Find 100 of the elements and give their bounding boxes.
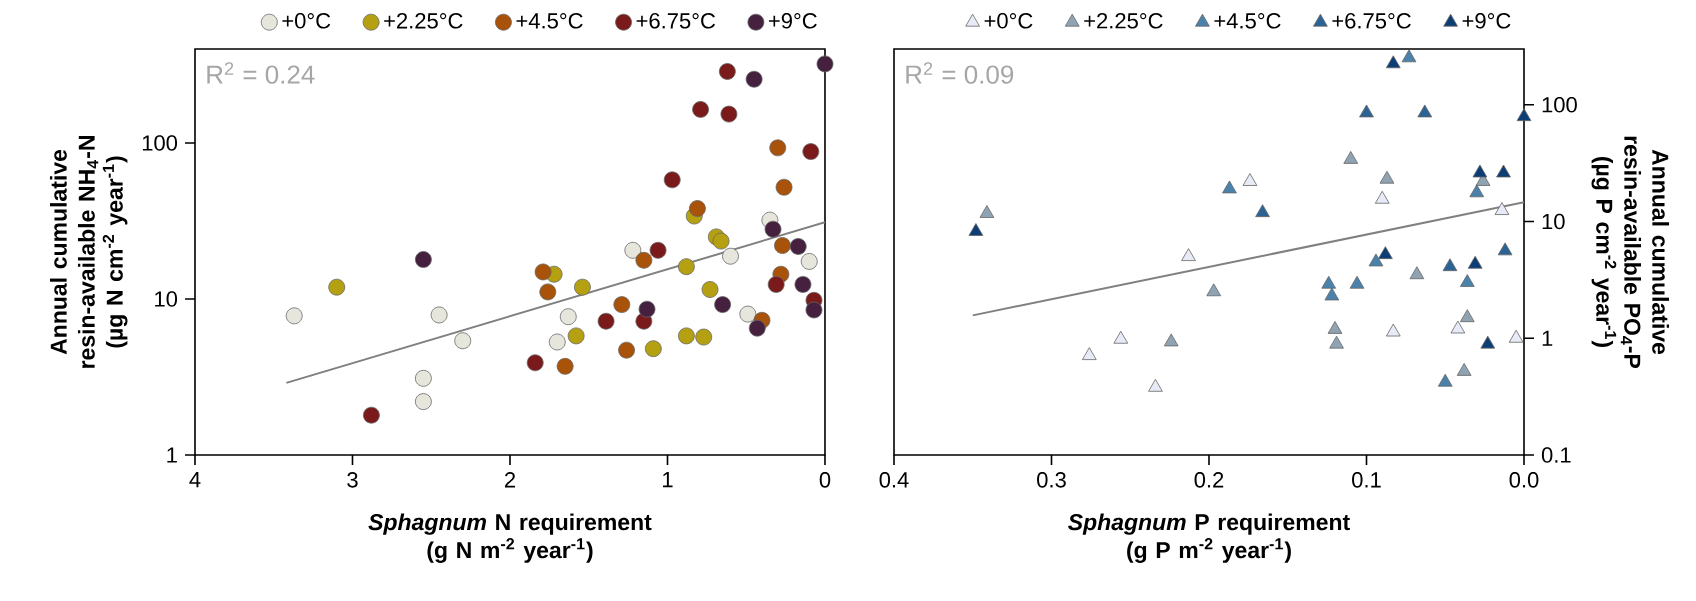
y-tick-label: 100 [1542,96,1577,113]
point [539,283,557,301]
point [800,253,818,270]
x-tick-label: 0.0 [1509,472,1539,488]
point [1163,333,1179,347]
point [644,340,662,358]
point [722,247,739,265]
x-tick-label: 1 [663,472,673,488]
point [597,312,615,330]
y-tick-label: 10 [155,291,178,307]
point [701,281,719,298]
point [414,251,432,268]
point [720,105,738,123]
annotation: R$^{2}$ = 0.24 [207,62,315,84]
point [774,237,791,254]
point [1327,321,1343,334]
x-axis-title: Sphagnum N requirement (g N m$^{-2}$ year$^{-1}$) [368,513,652,563]
point [775,178,793,196]
point [1472,164,1488,178]
legend-label: +2.25°C [1084,13,1163,29]
point [635,251,653,269]
point [567,327,585,345]
point [1385,55,1401,69]
point [1368,253,1384,267]
point [1496,164,1511,178]
point [794,275,812,293]
point [1321,275,1337,289]
point [1409,266,1425,280]
annotation: R$^{2}$ = 0.09 [906,62,1014,84]
point [613,296,631,314]
x-axis-title: Sphagnum P requirement (g P m$^{-2}$ year$^{-1}$) [1068,513,1350,563]
point [802,143,820,160]
point [1494,202,1510,215]
point [789,238,807,255]
point [1206,283,1222,297]
point [1516,108,1532,122]
point [678,258,695,276]
point [1385,323,1401,337]
x-tick-label: 2 [504,472,516,488]
point [414,393,432,410]
point [1459,274,1475,287]
point [1469,184,1485,198]
point [968,223,984,236]
point [574,278,591,296]
point [663,171,681,189]
point [556,357,574,375]
point [548,333,566,351]
x-tick-label: 0.2 [1194,472,1224,488]
point [1379,170,1395,184]
point [1508,329,1524,343]
legend-label: +2.25°C [384,13,463,29]
point [1417,104,1433,118]
legend-label: +0°C [984,13,1033,29]
point [1255,204,1270,218]
point [1242,173,1258,186]
y-tick-label: 100 [142,135,178,151]
point [1349,275,1365,289]
point [805,301,823,319]
point [1442,258,1458,272]
x-tick-label: 0.3 [1037,472,1066,488]
point [692,101,709,118]
y-tick-label: 1 [167,447,177,463]
point [285,307,303,325]
legend-label: +9°C [1462,13,1511,29]
point [1113,330,1129,344]
point [695,328,713,346]
point [714,296,732,314]
point [1401,49,1417,63]
point [534,263,552,281]
point [718,63,736,80]
x-tick-label: 0.1 [1352,472,1381,488]
point [1343,151,1359,164]
legend-label: +0°C [282,13,331,29]
point [328,278,346,296]
point [767,275,785,293]
point [764,220,782,238]
x-tick-label: 0.4 [879,472,909,488]
point [559,308,577,326]
point [689,200,706,217]
point [748,319,766,337]
point [649,241,667,259]
point [1450,320,1466,334]
point [363,406,380,424]
point [1359,104,1374,118]
legend-label: +4.5°C [1214,13,1281,29]
point [1374,190,1390,204]
legend-label: +4.5°C [516,13,583,29]
point [430,306,448,324]
point [1480,335,1496,349]
point [624,241,642,259]
legend-label: +9°C [768,13,817,29]
point [1329,335,1344,349]
point [1456,362,1472,376]
point [769,139,787,157]
x-tick-label: 4 [189,472,201,488]
point [1222,180,1237,194]
point [1148,378,1163,392]
legend-label: +6.75°C [1332,13,1411,29]
point [526,354,544,372]
point [1081,347,1097,361]
